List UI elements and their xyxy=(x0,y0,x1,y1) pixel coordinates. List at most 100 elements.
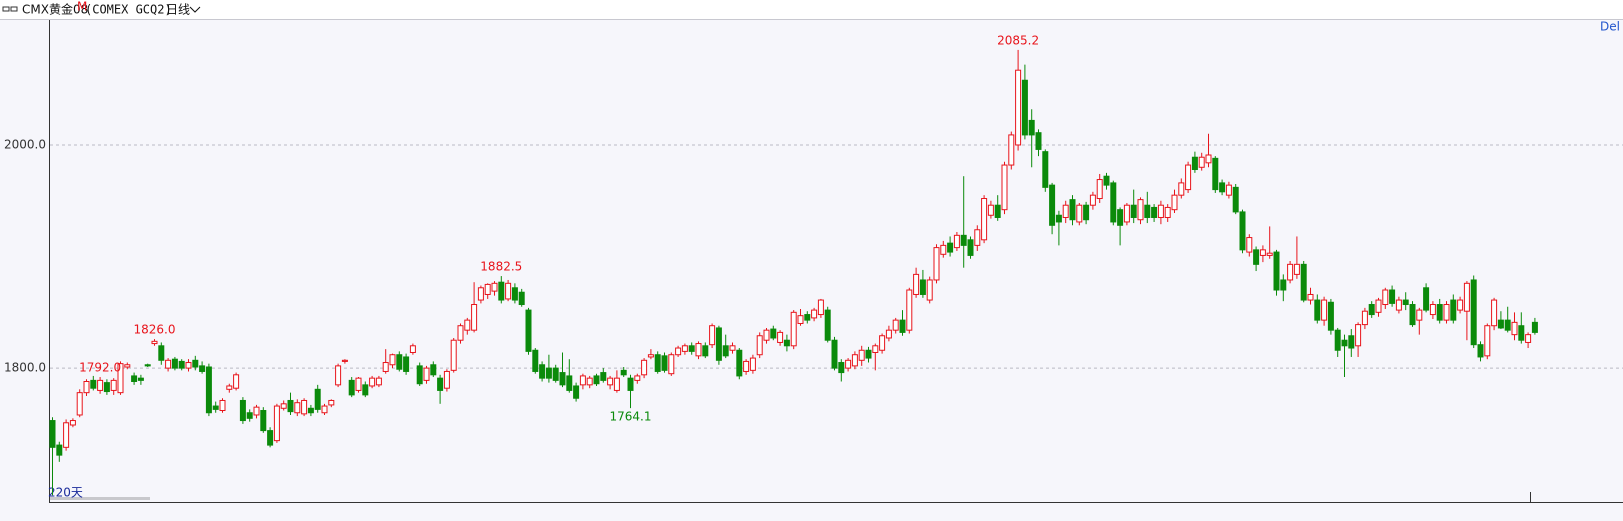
candle-body xyxy=(1416,309,1423,321)
candle-body xyxy=(171,358,178,369)
candle-body xyxy=(1191,156,1198,171)
candle-body xyxy=(375,377,382,386)
candle-body xyxy=(729,345,736,351)
candle-body xyxy=(1021,79,1028,136)
candle-body xyxy=(233,374,240,389)
candle-body xyxy=(947,242,954,253)
candle-body xyxy=(817,299,824,316)
candle-body xyxy=(369,377,376,387)
candle-body xyxy=(491,282,498,292)
low-label: 1764.1 xyxy=(610,410,652,424)
candle-body xyxy=(1062,204,1069,218)
candle-body xyxy=(838,362,845,374)
candle-body xyxy=(511,287,518,301)
candle-body xyxy=(335,365,342,386)
candle-body xyxy=(1001,164,1008,211)
candle-body xyxy=(450,339,457,371)
candle-body xyxy=(804,314,811,321)
scrollbar[interactable] xyxy=(50,497,150,500)
candle-body xyxy=(1137,199,1144,221)
candle-body xyxy=(532,349,539,372)
candle-body xyxy=(899,319,906,333)
candle-body xyxy=(974,229,981,246)
candle-body xyxy=(83,381,90,394)
candle-body xyxy=(913,273,920,295)
candle-body xyxy=(457,325,464,341)
candle-body xyxy=(967,239,974,256)
candle-body xyxy=(430,364,437,376)
candle-body xyxy=(545,367,552,379)
candle-body xyxy=(1008,134,1015,166)
candle-body xyxy=(1239,211,1246,251)
candle-body xyxy=(178,360,185,369)
candle-body xyxy=(933,247,940,281)
candle-body xyxy=(253,406,260,416)
candle-body xyxy=(498,281,505,301)
candle-body xyxy=(940,244,947,255)
candle-body xyxy=(702,345,709,357)
candle-body xyxy=(607,377,614,386)
candle-body xyxy=(1151,206,1158,218)
candle-body xyxy=(1089,194,1096,206)
candle-body xyxy=(620,369,627,376)
candle-body xyxy=(1477,344,1484,358)
y-tick-label: 1800.0 xyxy=(4,361,46,375)
candle-body xyxy=(654,354,661,372)
corner-label[interactable]: Del xyxy=(1600,20,1620,34)
candle-body xyxy=(505,282,512,300)
candle-body xyxy=(953,234,960,249)
candle-body xyxy=(212,405,219,410)
candle-body xyxy=(416,365,423,385)
candle-body xyxy=(151,340,158,345)
candle-body xyxy=(165,359,172,369)
candle-body xyxy=(348,379,355,396)
period-dropdown-arrow[interactable] xyxy=(189,6,201,13)
candle-body xyxy=(1511,321,1518,336)
candle-body xyxy=(144,364,151,367)
candle-body xyxy=(1409,304,1416,326)
candle-body xyxy=(110,379,117,391)
candle-body xyxy=(777,331,784,343)
candle-body xyxy=(1429,304,1436,316)
candle-body xyxy=(1103,175,1110,186)
candle-body xyxy=(1083,204,1090,221)
candle-body xyxy=(559,372,566,386)
candle-body xyxy=(1117,209,1124,226)
candle-body xyxy=(1028,119,1035,136)
candle-body xyxy=(1273,251,1280,291)
candle-body xyxy=(246,412,253,419)
candle-body xyxy=(1225,184,1232,196)
candle-body xyxy=(518,291,525,306)
candle-body xyxy=(443,370,450,389)
candle-body xyxy=(1436,304,1443,321)
candle-body xyxy=(1395,299,1402,311)
candle-body xyxy=(314,388,321,410)
candle-body xyxy=(69,420,76,426)
candle-body xyxy=(76,392,83,416)
candle-body xyxy=(321,405,328,414)
period-selector[interactable]: 日线 xyxy=(166,3,190,17)
candle-body xyxy=(919,279,926,295)
candle-body xyxy=(464,319,471,331)
candle-body xyxy=(1341,339,1348,347)
candle-body xyxy=(593,375,600,385)
candle-body xyxy=(668,354,675,375)
high-label: 1792.0 xyxy=(79,361,121,375)
candle-body xyxy=(1470,279,1477,346)
candle-body xyxy=(1382,289,1389,306)
candle-body xyxy=(783,339,790,347)
candle-body xyxy=(1402,299,1409,306)
candle-body xyxy=(328,399,335,406)
day-count: 220天 xyxy=(48,486,83,500)
candle-body xyxy=(926,279,933,301)
candle-body xyxy=(137,377,144,381)
candle-body xyxy=(981,198,988,241)
candle-body xyxy=(1531,321,1538,333)
high-label: 1826.0 xyxy=(134,323,176,337)
candle-body xyxy=(1375,299,1382,313)
candle-body xyxy=(613,377,620,391)
candle-body xyxy=(1463,282,1470,312)
candle-body xyxy=(892,319,899,331)
candle-body xyxy=(1450,299,1457,321)
candle-body xyxy=(477,287,484,301)
